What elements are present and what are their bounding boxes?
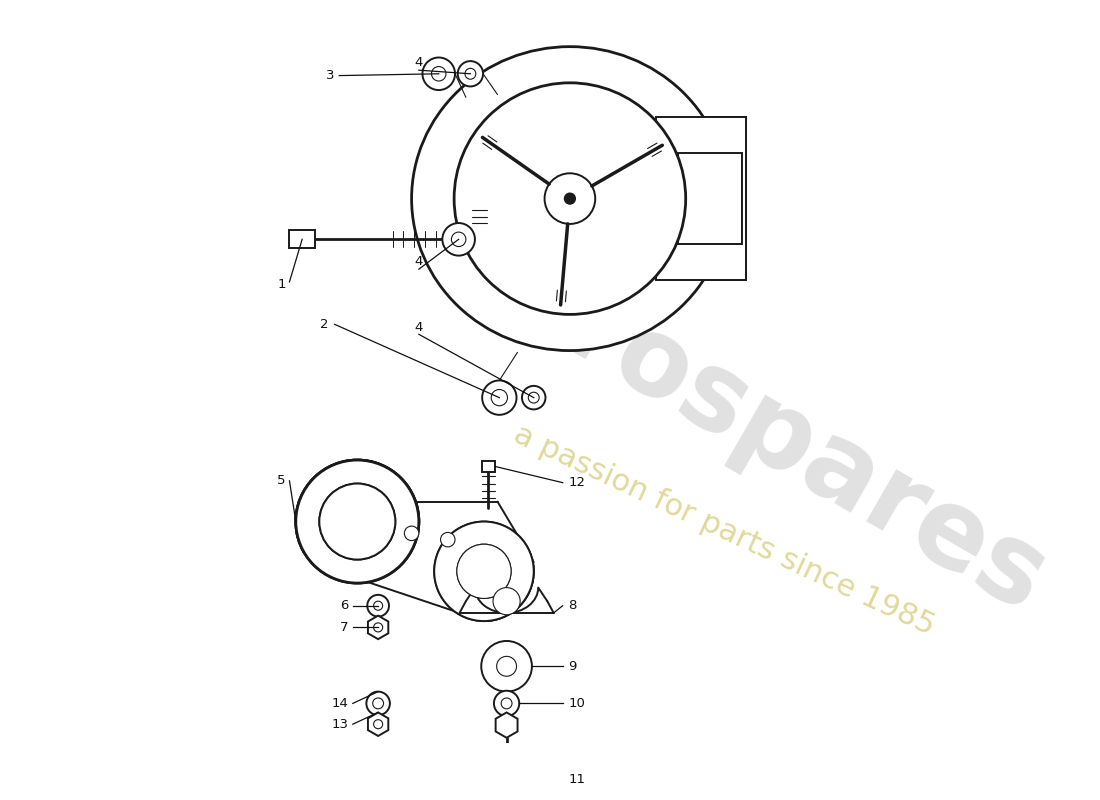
Circle shape (405, 526, 419, 541)
Circle shape (442, 223, 475, 256)
Text: 4: 4 (415, 57, 424, 70)
Text: 9: 9 (568, 660, 576, 673)
Circle shape (465, 68, 476, 79)
Circle shape (496, 656, 517, 676)
Circle shape (434, 522, 534, 621)
Circle shape (528, 392, 539, 403)
Circle shape (296, 460, 419, 583)
Circle shape (458, 61, 483, 86)
Text: 2: 2 (320, 318, 329, 331)
Circle shape (544, 174, 595, 224)
Polygon shape (367, 713, 388, 736)
Circle shape (374, 623, 383, 632)
Circle shape (451, 232, 466, 246)
Text: 4: 4 (415, 321, 424, 334)
Text: 12: 12 (568, 476, 585, 489)
Polygon shape (679, 154, 741, 244)
Circle shape (502, 698, 512, 709)
Circle shape (374, 720, 383, 729)
Polygon shape (656, 118, 746, 280)
Circle shape (296, 460, 419, 583)
Circle shape (494, 690, 519, 716)
Circle shape (434, 522, 534, 621)
Circle shape (522, 386, 546, 410)
Polygon shape (496, 713, 518, 738)
Text: 7: 7 (340, 621, 349, 634)
Polygon shape (289, 230, 315, 248)
Circle shape (319, 483, 395, 559)
Circle shape (564, 193, 575, 204)
Circle shape (493, 588, 520, 614)
Text: 11: 11 (568, 773, 585, 786)
Circle shape (319, 483, 395, 559)
Circle shape (456, 544, 512, 598)
Text: 1: 1 (277, 278, 286, 291)
Polygon shape (367, 616, 388, 639)
Text: 5: 5 (276, 474, 285, 487)
Text: 13: 13 (331, 718, 349, 730)
Circle shape (374, 601, 383, 610)
Text: 3: 3 (327, 69, 334, 82)
Polygon shape (482, 461, 495, 472)
Text: a passion for parts since 1985: a passion for parts since 1985 (508, 420, 938, 641)
Circle shape (366, 692, 389, 715)
Text: 10: 10 (568, 697, 585, 710)
Circle shape (373, 698, 384, 709)
Text: 4: 4 (415, 255, 424, 269)
Circle shape (482, 641, 532, 692)
Circle shape (482, 381, 517, 415)
Text: eurospares: eurospares (418, 200, 1065, 634)
Circle shape (422, 58, 455, 90)
Circle shape (456, 544, 512, 598)
Text: 8: 8 (568, 599, 576, 612)
Circle shape (492, 390, 507, 406)
Circle shape (431, 66, 446, 81)
Circle shape (440, 533, 455, 547)
Circle shape (367, 595, 389, 617)
Text: 14: 14 (331, 697, 349, 710)
Polygon shape (353, 502, 534, 621)
Circle shape (454, 83, 685, 314)
Text: 6: 6 (340, 599, 349, 612)
Ellipse shape (411, 46, 728, 350)
